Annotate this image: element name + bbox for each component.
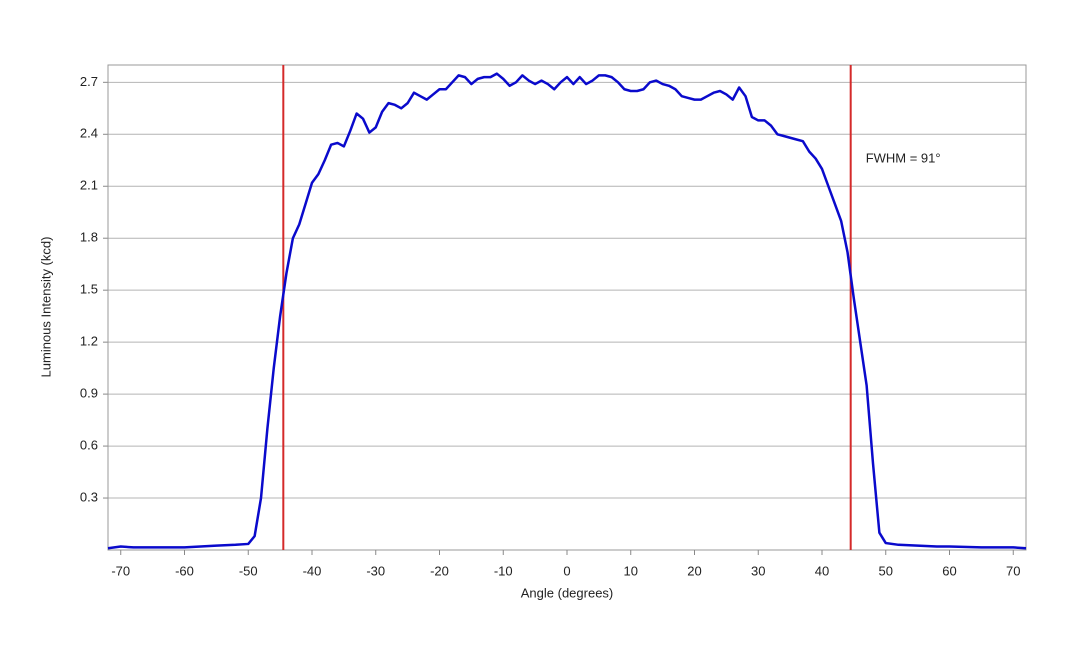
y-tick-label: 0.6 bbox=[80, 438, 98, 453]
x-tick-label: 20 bbox=[687, 563, 701, 578]
x-tick-label: -20 bbox=[430, 563, 449, 578]
x-axis-label: Angle (degrees) bbox=[521, 585, 614, 600]
x-tick-label: -10 bbox=[494, 563, 513, 578]
x-tick-label: 0 bbox=[563, 563, 570, 578]
y-tick-label: 0.9 bbox=[80, 386, 98, 401]
y-axis-label: Luminous Intensity (kcd) bbox=[38, 237, 53, 378]
x-tick-label: -30 bbox=[366, 563, 385, 578]
y-tick-label: 2.7 bbox=[80, 74, 98, 89]
x-tick-label: 70 bbox=[1006, 563, 1020, 578]
x-tick-label: 10 bbox=[624, 563, 638, 578]
x-tick-label: -70 bbox=[111, 563, 130, 578]
x-tick-label: 40 bbox=[815, 563, 829, 578]
x-tick-label: 30 bbox=[751, 563, 765, 578]
plot-border bbox=[107, 64, 1027, 551]
x-tick-label: 60 bbox=[942, 563, 956, 578]
y-tick-label: 1.2 bbox=[80, 334, 98, 349]
x-tick-label: -60 bbox=[175, 563, 194, 578]
x-tick-label: -50 bbox=[239, 563, 258, 578]
data-line bbox=[107, 72, 1027, 550]
y-tick-label: 1.5 bbox=[80, 282, 98, 297]
x-tick-label: 50 bbox=[879, 563, 893, 578]
x-tick-label: -40 bbox=[303, 563, 322, 578]
annotation: FWHM = 91° bbox=[866, 150, 941, 165]
y-tick-label: 0.3 bbox=[80, 489, 98, 504]
y-tick-label: 1.8 bbox=[80, 230, 98, 245]
y-tick-label: 2.4 bbox=[80, 126, 98, 141]
y-tick-label: 2.1 bbox=[80, 178, 98, 193]
